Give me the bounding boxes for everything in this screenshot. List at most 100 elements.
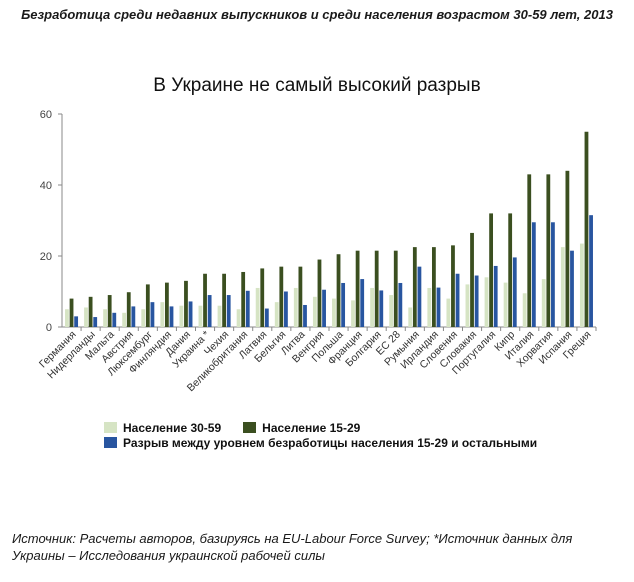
y-tick-label: 20 <box>40 251 52 263</box>
bar-pop-15-29 <box>107 295 112 327</box>
bar-gap <box>570 250 574 327</box>
bar-pop-30-59 <box>217 305 222 327</box>
bar-pop-15-29 <box>222 273 227 327</box>
bar-pop-30-59 <box>160 302 165 327</box>
bar-gap <box>207 295 212 327</box>
legend-swatch-gap <box>104 437 117 448</box>
y-tick-label: 40 <box>40 180 52 192</box>
bar-pop-30-59 <box>84 307 88 327</box>
legend-swatch-pop-30-59 <box>104 422 117 433</box>
bar-pop-30-59 <box>522 293 527 327</box>
y-tick-label: 60 <box>40 109 52 121</box>
bar-gap <box>322 289 326 327</box>
bar-gap <box>131 306 136 327</box>
bar-pop-30-59 <box>141 309 146 327</box>
bar-gap <box>360 279 365 327</box>
bar-pop-15-29 <box>451 245 455 327</box>
bar-gap <box>264 308 269 327</box>
bar-pop-15-29 <box>431 247 436 327</box>
bar-pop-15-29 <box>260 268 265 327</box>
bar-pop-15-29 <box>164 282 169 327</box>
legend-label-gap: Разрыв между уровнем безработицы населен… <box>123 435 538 450</box>
bar-pop-15-29 <box>508 213 513 327</box>
bar-pop-15-29 <box>546 174 551 327</box>
bar-pop-15-29 <box>489 213 494 327</box>
legend-row-2: Разрыв между уровнем безработицы населен… <box>104 435 559 450</box>
bar-pop-30-59 <box>541 279 546 327</box>
legend-item-pop-30-59: Население 30-59 <box>104 421 221 435</box>
source-note: Источник: Расчеты авторов, базируясь на … <box>12 530 627 564</box>
bar-pop-30-59 <box>484 277 489 327</box>
bar-gap <box>589 215 593 327</box>
bar-pop-15-29 <box>126 292 131 327</box>
bar-gap <box>455 273 460 327</box>
bar-pop-15-29 <box>88 296 93 327</box>
bar-pop-30-59 <box>446 298 451 327</box>
legend-row-1: Население 30-59 Население 15-29 <box>104 420 559 435</box>
bar-pop-30-59 <box>65 309 69 327</box>
bar-pop-15-29 <box>145 284 150 327</box>
bar-pop-15-29 <box>584 131 589 327</box>
bar-gap <box>150 302 155 327</box>
bar-gap <box>284 291 288 327</box>
bar-pop-15-29 <box>317 259 322 327</box>
bar-pop-30-59 <box>274 302 279 327</box>
bar-pop-15-29 <box>298 266 303 327</box>
legend-label-pop-15-29: Население 15-29 <box>262 420 361 435</box>
source-note-line-2: Украины – Исследования украинской рабоче… <box>12 548 326 563</box>
bar-gap <box>436 287 441 327</box>
bar-gap <box>551 222 555 327</box>
bar-pop-30-59 <box>503 282 508 327</box>
bar-pop-15-29 <box>355 250 360 327</box>
bar-pop-30-59 <box>579 243 584 327</box>
bar-gap <box>379 290 384 327</box>
bar-gap <box>245 290 250 327</box>
bar-pop-30-59 <box>236 309 241 327</box>
bar-pop-15-29 <box>241 271 246 327</box>
legend-swatch-pop-15-29 <box>243 422 257 433</box>
bar-pop-15-29 <box>527 174 532 327</box>
page-title: Безработица среди недавних выпускников и… <box>21 7 613 22</box>
y-tick-label: 0 <box>46 322 52 334</box>
legend-label-pop-30-59: Население 30-59 <box>123 420 222 435</box>
bar-gap <box>169 306 174 327</box>
bar-gap <box>93 317 98 327</box>
bar-gap <box>226 295 231 327</box>
bar-pop-30-59 <box>312 296 317 327</box>
chart-legend: Население 30-59 Население 15-29 Разрыв м… <box>104 420 559 450</box>
bar-gap <box>112 312 117 327</box>
bar-pop-15-29 <box>393 250 398 327</box>
bar-pop-15-29 <box>374 250 379 327</box>
bar-pop-30-59 <box>179 305 184 327</box>
bar-pop-30-59 <box>122 312 127 327</box>
bar-gap <box>474 275 479 327</box>
bar-gap <box>531 222 536 327</box>
bar-gap <box>398 282 403 327</box>
bar-gap <box>417 266 422 327</box>
bar-pop-30-59 <box>198 305 203 327</box>
bar-gap <box>341 282 346 327</box>
bar-pop-15-29 <box>279 266 284 327</box>
bar-pop-30-59 <box>427 287 432 327</box>
bar-pop-15-29 <box>184 280 188 327</box>
bar-gap <box>188 301 193 327</box>
chart-title: В Украине не самый высокий разрыв <box>153 75 481 96</box>
bar-gap <box>493 265 498 327</box>
bar-gap <box>74 316 79 327</box>
bar-pop-30-59 <box>351 300 355 327</box>
bar-pop-30-59 <box>370 287 374 327</box>
bar-pop-15-29 <box>69 298 74 327</box>
legend-item-gap: Разрыв между уровнем безработицы населен… <box>104 436 537 450</box>
bar-pop-30-59 <box>293 287 298 327</box>
bar-pop-30-59 <box>465 284 470 327</box>
legend-item-pop-15-29: Население 15-29 <box>243 421 360 435</box>
bar-gap <box>303 304 307 327</box>
bar-pop-30-59 <box>408 307 413 327</box>
bar-gap <box>512 257 517 327</box>
bar-pop-15-29 <box>565 170 570 327</box>
bar-pop-30-59 <box>103 309 107 327</box>
bar-chart: 0204060ГерманияНидерландыМальтаАвстрияЛю… <box>37 109 597 394</box>
bar-pop-30-59 <box>389 295 394 327</box>
bar-pop-15-29 <box>470 232 474 327</box>
bar-pop-30-59 <box>255 287 260 327</box>
